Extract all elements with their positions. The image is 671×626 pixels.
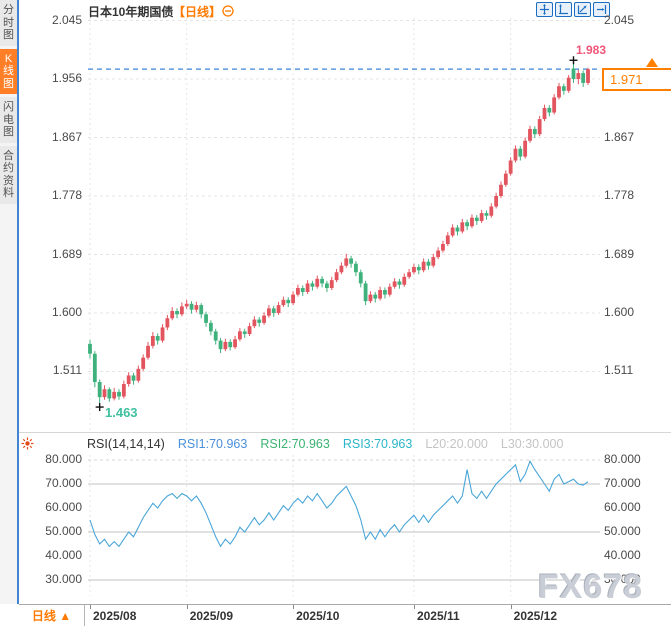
fit-chart-icon[interactable] (574, 2, 591, 17)
price-tick-right: 1.778 (604, 188, 635, 202)
month-label: 2025/11 (416, 609, 460, 623)
month-tick-mark (186, 605, 188, 609)
low-price-annotation: 1.463 (105, 405, 138, 420)
rsi-indicator-name: RSI(14,14,14) (87, 437, 165, 451)
price-tick-left: 1.600 (51, 305, 82, 319)
fit-y-axis-icon[interactable] (555, 2, 572, 17)
rsi-tick-left: 50.000 (45, 524, 82, 538)
rsi-tick-right: 40.000 (604, 548, 641, 562)
price-tick-left: 1.689 (51, 246, 82, 261)
timeframe-selector[interactable]: 日线 ▲ (19, 605, 85, 626)
sidebar-tab-contract-info[interactable]: 合约资料 (0, 145, 17, 204)
month-tick-mark (293, 605, 295, 609)
price-tick-right: 1.689 (604, 246, 635, 261)
month-label: 2025/10 (296, 609, 340, 623)
month-tick-mark (413, 605, 415, 609)
timeframe-tag: 【日线】 (173, 5, 222, 19)
rsi-header: RSI(14,14,14) RSI1:70.963 RSI2:70.963 RS… (87, 435, 563, 453)
chart-toolbar (536, 2, 610, 17)
price-tick-left: 1.511 (52, 363, 82, 378)
jump-to-latest-icon[interactable] (593, 2, 610, 17)
watermark: FX678 (538, 568, 644, 606)
rsi-tick-left: 80.000 (45, 452, 82, 466)
rsi3-value: RSI3:70.963 (342, 437, 413, 451)
timeframe-selector-label: 日线 (31, 609, 56, 623)
rsi-tick-left: 30.000 (45, 572, 82, 586)
price-tick-left: 2.045 (51, 12, 82, 27)
l30-value: L30:30.000 (500, 437, 564, 451)
collapse-minus-icon[interactable] (222, 4, 234, 17)
price-candlestick-plot[interactable] (88, 18, 600, 432)
price-tick-right: 2.045 (604, 12, 635, 27)
sidebar: 分时图 K线图 闪电图 合约资料 (0, 0, 19, 604)
month-tick-mark (90, 605, 91, 609)
month-tick-mark (510, 605, 512, 609)
price-tick-left: 1.956 (51, 71, 82, 85)
month-label: 2025/12 (513, 609, 558, 623)
rsi2-value: RSI2:70.963 (260, 437, 330, 451)
price-up-triangle-icon (646, 58, 658, 67)
l20-value: L20:20.000 (425, 437, 488, 451)
indicator-settings-icon[interactable] (21, 437, 34, 450)
sidebar-tab-time-chart[interactable]: 分时图 (0, 0, 17, 46)
rsi-tick-right: 50.000 (604, 524, 641, 538)
high-price-annotation: 1.983 (576, 43, 607, 57)
rsi1-value: RSI1:70.963 (177, 437, 248, 451)
rsi-tick-left: 40.000 (45, 548, 82, 562)
sidebar-tab-kline-chart[interactable]: K线图 (0, 48, 17, 94)
month-label: 2025/09 (189, 609, 234, 623)
rsi-tick-left: 70.000 (45, 476, 82, 490)
price-tick-left: 1.867 (51, 129, 82, 144)
price-tick-right: 1.867 (604, 129, 635, 144)
pane-divider (19, 432, 671, 433)
price-tick-right: 1.511 (604, 363, 634, 378)
rsi-plot[interactable] (88, 455, 600, 596)
sidebar-tab-lightning-chart[interactable]: 闪电图 (0, 97, 17, 143)
month-label: 2025/08 (93, 609, 137, 623)
price-tick-right: 1.600 (604, 305, 635, 319)
rsi-tick-left: 60.000 (45, 500, 82, 514)
price-tick-left: 1.778 (51, 188, 82, 202)
rsi-tick-right: 30.000 (604, 572, 641, 586)
last-price-tag: 1.971 (602, 68, 671, 91)
time-axis-bar: 日线 ▲ 2025/08 2025/09 2025/10 2025/11 2025/12 (19, 604, 671, 626)
rsi-tick-right: 60.000 (604, 500, 641, 514)
chart-title: 日本10年期国债 (88, 5, 174, 19)
rsi-tick-right: 70.000 (604, 476, 641, 490)
pan-tool-icon[interactable] (536, 2, 553, 17)
rsi-tick-right: 80.000 (604, 452, 641, 466)
dropdown-arrow-icon: ▲ (59, 609, 72, 623)
